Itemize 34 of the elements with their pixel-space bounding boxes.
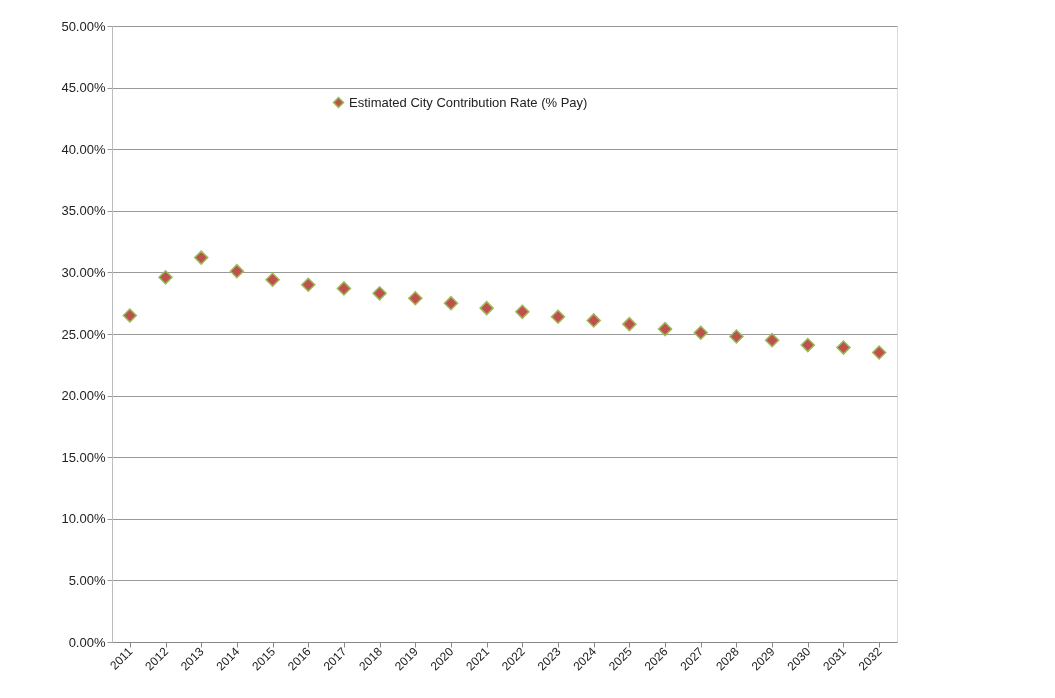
y-tick-label: 15.00%	[61, 449, 106, 465]
y-tick-label: 40.00%	[61, 141, 106, 157]
point	[479, 300, 494, 316]
point	[443, 295, 459, 311]
y-tick-label: 20.00%	[61, 388, 106, 404]
point	[122, 308, 138, 323]
y-tick-label: 45.00%	[61, 80, 106, 96]
point	[800, 337, 816, 353]
point	[871, 345, 887, 360]
y-tick-label: 25.00%	[61, 326, 106, 342]
point	[336, 281, 352, 296]
point	[300, 277, 316, 292]
y-tick-label: 0.00%	[68, 634, 106, 650]
point	[229, 263, 245, 279]
point	[622, 316, 637, 332]
y-tick-label: 10.00%	[61, 511, 106, 527]
y-tick-label: 50.00%	[61, 18, 106, 34]
point	[193, 250, 209, 265]
y-tick-label: 30.00%	[61, 264, 106, 280]
point	[372, 286, 387, 301]
point	[550, 309, 566, 325]
legend-label: Estimated City Contribution Rate (% Pay)	[349, 94, 588, 110]
point	[693, 325, 709, 341]
point	[657, 321, 673, 337]
point	[586, 313, 601, 328]
point	[265, 272, 280, 288]
y-tick-label: 5.00%	[68, 572, 106, 588]
y-tick-label: 35.00%	[61, 203, 106, 219]
point	[836, 340, 851, 355]
point	[408, 291, 423, 306]
point	[515, 304, 530, 320]
point	[764, 332, 780, 348]
point	[729, 329, 744, 344]
point	[158, 270, 173, 285]
